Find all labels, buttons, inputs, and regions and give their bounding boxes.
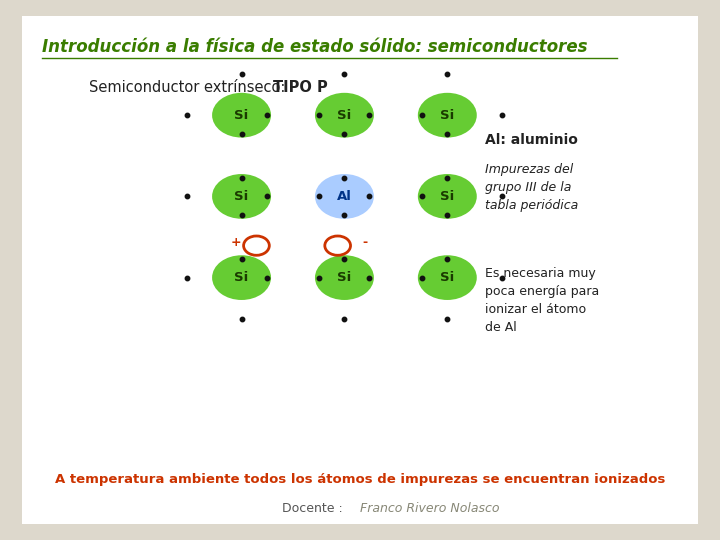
Circle shape — [213, 94, 270, 137]
Text: Franco Rivero Nolasco: Franco Rivero Nolasco — [360, 502, 500, 515]
Text: Si: Si — [440, 190, 454, 203]
Text: Si: Si — [440, 271, 454, 284]
Ellipse shape — [270, 191, 316, 201]
Ellipse shape — [373, 273, 419, 283]
Ellipse shape — [235, 218, 248, 256]
Ellipse shape — [235, 299, 248, 320]
Text: Si: Si — [235, 190, 248, 203]
Text: Impurezas del
grupo III de la
tabla periódica: Impurezas del grupo III de la tabla peri… — [485, 164, 578, 212]
Text: Si: Si — [235, 109, 248, 122]
Circle shape — [316, 94, 373, 137]
Text: -: - — [362, 236, 367, 249]
Ellipse shape — [185, 110, 213, 120]
Circle shape — [213, 256, 270, 299]
Text: Si: Si — [235, 271, 248, 284]
Ellipse shape — [270, 110, 316, 120]
Text: Es necesaria muy
poca energía para
ionizar el átomo
de Al: Es necesaria muy poca energía para ioniz… — [485, 267, 600, 334]
Ellipse shape — [373, 110, 419, 120]
Text: +: + — [231, 236, 241, 249]
Circle shape — [316, 175, 373, 218]
Ellipse shape — [338, 218, 351, 256]
Text: Si: Si — [440, 109, 454, 122]
Circle shape — [316, 256, 373, 299]
Ellipse shape — [476, 110, 504, 120]
Ellipse shape — [476, 191, 504, 201]
Circle shape — [419, 256, 476, 299]
Ellipse shape — [338, 72, 351, 94]
Text: Docente :: Docente : — [282, 502, 347, 515]
Ellipse shape — [338, 137, 351, 175]
Ellipse shape — [441, 72, 454, 94]
Text: Al: Al — [337, 190, 352, 203]
Text: Al: aluminio: Al: aluminio — [485, 133, 578, 147]
Ellipse shape — [185, 191, 213, 201]
Circle shape — [419, 94, 476, 137]
Text: Semiconductor extrínseco:: Semiconductor extrínseco: — [89, 80, 290, 94]
Ellipse shape — [185, 273, 213, 283]
Ellipse shape — [476, 273, 504, 283]
Ellipse shape — [235, 72, 248, 94]
Ellipse shape — [235, 137, 248, 175]
Ellipse shape — [373, 191, 419, 201]
Circle shape — [419, 175, 476, 218]
Text: A temperatura ambiente todos los átomos de impurezas se encuentran ionizados: A temperatura ambiente todos los átomos … — [55, 472, 665, 485]
Ellipse shape — [441, 218, 454, 256]
Text: TIPO P: TIPO P — [274, 80, 328, 94]
Circle shape — [213, 175, 270, 218]
Text: Si: Si — [337, 271, 351, 284]
Ellipse shape — [441, 299, 454, 320]
Ellipse shape — [338, 299, 351, 320]
Text: Si: Si — [337, 109, 351, 122]
Ellipse shape — [270, 273, 316, 283]
Ellipse shape — [441, 137, 454, 175]
FancyBboxPatch shape — [15, 11, 705, 529]
Text: Introducción a la física de estado sólido: semiconductores: Introducción a la física de estado sólid… — [42, 38, 588, 56]
